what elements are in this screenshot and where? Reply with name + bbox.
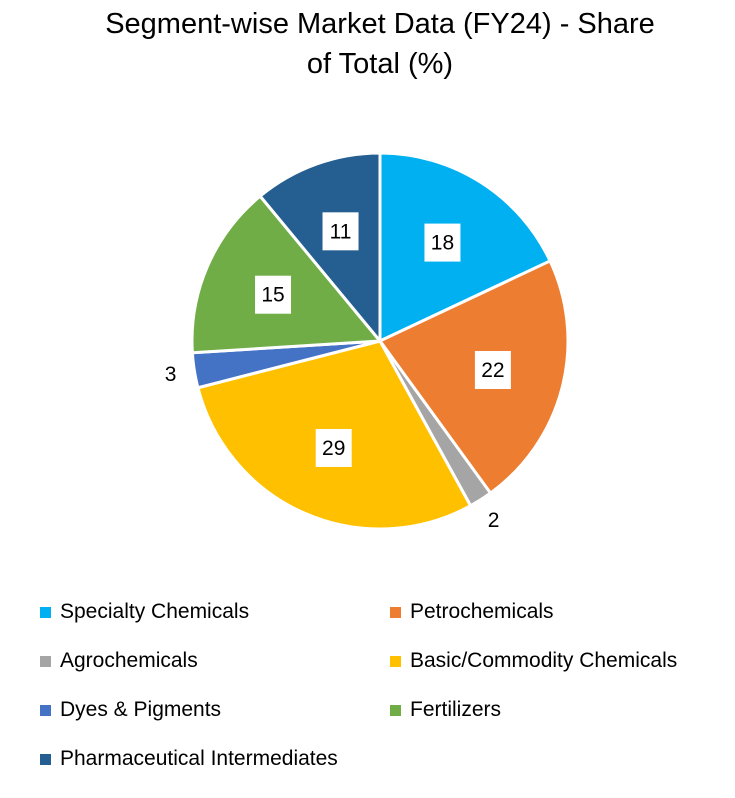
legend-item-pharmaceutical-intermediates: Pharmaceutical Intermediates [40,747,338,771]
pie-slice-specialty-chemicals [378,151,552,343]
data-label-basic-commodity-chemicals: 29 [322,437,345,460]
legend-label: Dyes & Pigments [60,698,222,721]
legend-item-specialty-chemicals: Specialty Chemicals [40,600,249,624]
legend-item-agrochemicals: Agrochemicals [40,649,198,673]
legend-label: Pharmaceutical Intermediates [60,747,338,770]
data-label-fertilizers: 15 [261,284,284,307]
chart-title-line-2: of Total (%) [306,48,454,80]
data-label-box-basic-commodity-chemicals [315,428,352,467]
pie-slice-fertilizers [190,194,382,355]
legend-item-petrochemicals: Petrochemicals [390,600,554,624]
data-label-box-petrochemicals [474,350,511,389]
data-label-box-fertilizers [255,275,292,314]
legend-swatch [40,606,51,618]
data-label-petrochemicals: 22 [481,359,504,382]
legend-swatch [390,704,401,716]
data-label-box-pharmaceutical-intermediates [322,212,359,251]
data-label-pharmaceutical-intermediates: 11 [330,220,352,243]
legend-item-basic-commodity-chemicals: Basic/Commodity Chemicals [390,649,677,673]
legend-label: Basic/Commodity Chemicals [410,649,678,672]
legend-label: Agrochemicals [60,649,198,672]
legend-swatch [40,704,51,716]
data-label-specialty-chemicals: 18 [431,232,454,255]
pie-slice-petrochemicals [378,259,570,495]
pie-slice-pharmaceutical-intermediates [258,151,382,343]
data-label-box-specialty-chemicals [424,223,461,262]
legend-label: Fertilizers [410,698,502,721]
legend-swatch [390,655,401,667]
legend-label: Specialty Chemicals [60,600,250,623]
legend-item-fertilizers: Fertilizers [390,698,501,722]
legend-swatch [40,655,51,667]
data-label-agrochemicals: 2 [488,509,500,532]
legend-swatch [390,606,401,618]
legend-label: Petrochemicals [410,600,554,623]
legend-swatch [40,753,51,765]
data-label-dyes-pigments: 3 [165,363,177,386]
chart-title: Segment-wise Market Data (FY24) - Share … [40,4,720,84]
legend-item-dyes-pigments: Dyes & Pigments [40,698,221,722]
chart-title-line-1: Segment-wise Market Data (FY24) - Share [105,8,655,40]
